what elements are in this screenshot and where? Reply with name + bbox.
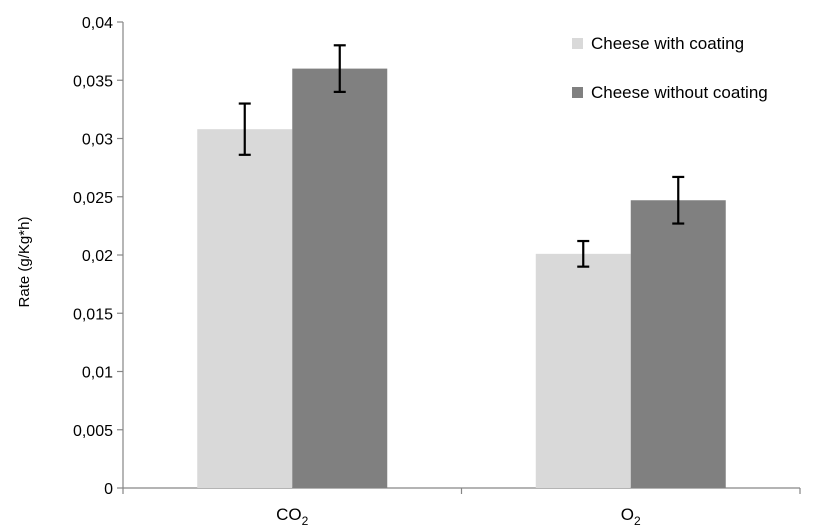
y-tick-label: 0,035 bbox=[73, 73, 113, 90]
bar-with-coating bbox=[535, 253, 631, 488]
bar-without-coating bbox=[292, 68, 388, 488]
y-tick-label: 0,04 bbox=[82, 15, 113, 32]
x-tick-label-subscript: 2 bbox=[634, 514, 641, 528]
y-tick-label: 0,025 bbox=[73, 190, 113, 207]
x-tick-label: O2 bbox=[621, 505, 641, 528]
y-tick-label: 0,01 bbox=[82, 365, 113, 382]
y-axis-title: Rate (g/Kg*h) bbox=[16, 217, 33, 308]
bar-without-coating bbox=[630, 200, 726, 488]
x-tick-label-main: O bbox=[621, 505, 634, 524]
bars bbox=[197, 68, 726, 488]
y-tick-label: 0,015 bbox=[73, 306, 113, 323]
x-tick-label: CO2 bbox=[276, 505, 309, 528]
x-tick-label-main: CO bbox=[276, 505, 302, 524]
bar-with-coating bbox=[197, 129, 293, 488]
legend-swatch bbox=[572, 38, 583, 49]
y-tick-label: 0,03 bbox=[82, 132, 113, 149]
x-tick-label-subscript: 2 bbox=[302, 514, 309, 528]
legend-swatch bbox=[572, 87, 583, 98]
y-tick-label: 0 bbox=[104, 481, 113, 498]
x-axis: CO2 O2 bbox=[122, 487, 801, 528]
legend-label: Cheese without coating bbox=[591, 83, 768, 102]
legend: Cheese with coating Cheese without coatin… bbox=[572, 34, 768, 102]
y-tick-label: 0,005 bbox=[73, 423, 113, 440]
legend-label: Cheese with coating bbox=[591, 34, 744, 53]
y-axis: 0 0,005 0,01 0,015 0,02 0,025 0,03 0,035 0,04 bbox=[73, 15, 124, 498]
error-bars bbox=[238, 44, 685, 268]
y-tick-label: 0,02 bbox=[82, 248, 113, 265]
